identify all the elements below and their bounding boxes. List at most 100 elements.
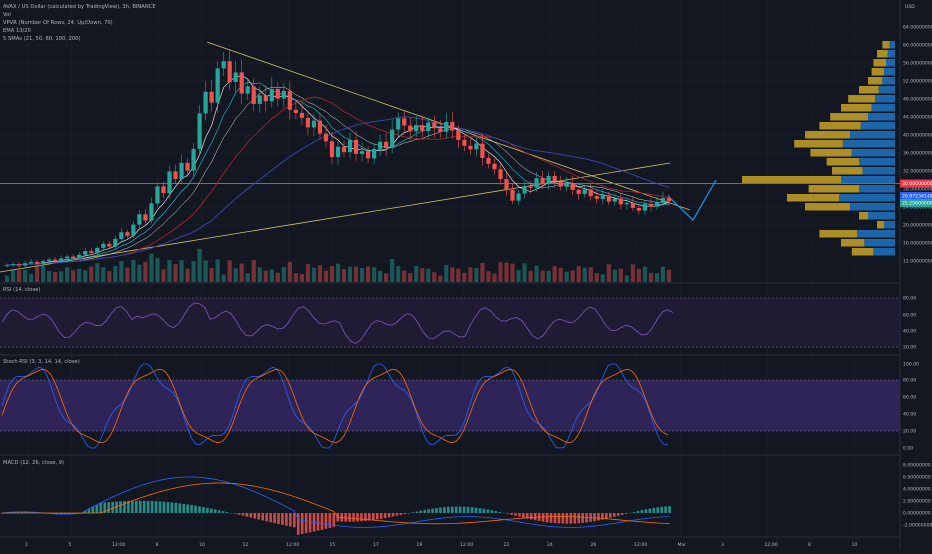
price-axis[interactable]: 64.00000000 60.00000000 56.00000000 52.0000… xyxy=(903,25,932,265)
macd-histogram-bar xyxy=(577,513,580,524)
pane-tick: 80.00 xyxy=(903,296,916,302)
volume-bar xyxy=(540,270,545,282)
time-tick: 24 xyxy=(547,542,553,548)
macd-histogram-bar xyxy=(162,501,166,513)
macd-histogram-bar xyxy=(99,502,103,513)
time-tick: 12 xyxy=(243,542,249,548)
candle-body xyxy=(444,121,449,132)
candle-body xyxy=(4,265,10,267)
rsi-title[interactable]: RSI (14, close) xyxy=(3,287,40,293)
macd-histogram-bar xyxy=(217,510,221,513)
vpvr-row-down xyxy=(805,131,850,139)
macd-histogram-bar xyxy=(636,510,640,513)
indicator-vol[interactable]: Vol xyxy=(3,12,11,18)
macd-histogram-bar xyxy=(198,506,201,513)
vpvr-row-up xyxy=(868,212,895,220)
vpvr-row-down xyxy=(841,239,865,247)
macd-histogram-bar xyxy=(364,513,367,521)
macd-histogram-bar xyxy=(411,512,415,513)
macd-histogram-bar xyxy=(285,513,288,526)
candle-body xyxy=(534,178,539,188)
candle-body xyxy=(660,198,666,203)
symbol-title: AVAX / US Dollar (calculated by TradingV… xyxy=(3,4,156,10)
macd-histogram-bar xyxy=(233,513,237,514)
candle-body xyxy=(119,232,124,239)
macd-histogram-bar xyxy=(12,512,16,513)
candle-body xyxy=(101,243,106,248)
macd-histogram-bar xyxy=(324,513,328,529)
macd-histogram-bar xyxy=(616,513,620,516)
volume-bar xyxy=(390,259,395,282)
volume-bar xyxy=(636,268,642,282)
candle-body xyxy=(372,148,377,159)
stoch-band xyxy=(0,380,900,431)
price-tick: 12.00000000 xyxy=(903,259,932,265)
macd-histogram-bar xyxy=(115,501,118,513)
macd-histogram-bar xyxy=(415,511,419,513)
macd-histogram-bar xyxy=(182,503,185,513)
candle-body xyxy=(438,128,443,132)
macd-histogram-bar xyxy=(375,513,379,520)
candle-body xyxy=(305,117,311,128)
macd-histogram-bar xyxy=(443,507,446,513)
volume-bar xyxy=(576,265,581,282)
vpvr-row-up xyxy=(850,131,895,139)
volume-bar xyxy=(131,260,136,282)
candle-body xyxy=(269,89,274,102)
macd-title[interactable]: MACD (12, 26, close, 9) xyxy=(3,460,64,466)
candle-body xyxy=(606,195,611,202)
vpvr-row-up xyxy=(875,95,895,103)
candle-body xyxy=(311,120,317,128)
volume-bar xyxy=(143,262,148,282)
candle-body xyxy=(516,193,521,201)
candle-body xyxy=(95,247,100,253)
volume-bar xyxy=(227,260,232,282)
grid-lines xyxy=(0,0,900,537)
indicator-ema[interactable]: EMA 13/20 xyxy=(3,28,31,34)
vpvr-row-down xyxy=(819,122,861,130)
vpvr-row-up xyxy=(868,113,895,121)
macd-histogram-bar xyxy=(289,513,292,527)
stoch-title[interactable]: Stoch RSI (3, 3, 14, 14, close) xyxy=(3,359,80,365)
candle-body xyxy=(558,181,563,187)
macd-histogram-bar xyxy=(174,502,178,513)
time-tick: 12:00 xyxy=(460,542,473,548)
time-axis[interactable]: 1 5 12:00 8 10 12 12:00 15 17 19 12:00 22 24 26 12:00 M… xyxy=(25,542,857,548)
macd-histogram-bar xyxy=(565,513,569,524)
macd-histogram-bar xyxy=(316,513,320,531)
macd-histogram-bar xyxy=(557,513,561,524)
pane-tick: 6.00000000 xyxy=(903,475,931,481)
volume-bar xyxy=(179,260,184,282)
macd-histogram-bar xyxy=(95,504,99,513)
candle-body xyxy=(666,198,672,202)
pane-tick: 20.00 xyxy=(903,345,916,351)
macd-histogram-bar xyxy=(419,510,422,513)
candle-body xyxy=(341,146,347,153)
volume-bar xyxy=(588,267,593,282)
volume-bar xyxy=(666,269,672,282)
indicator-vpvr[interactable]: VPVR (Number Of Rows, 24, Up/Down, 70) xyxy=(3,20,113,26)
price-tick: 64.00000000 xyxy=(903,25,932,31)
volume-bar xyxy=(426,268,431,282)
rsi-band xyxy=(0,298,900,347)
volume-bar xyxy=(504,262,509,282)
volume-bar xyxy=(101,267,106,282)
volume-bar xyxy=(341,269,347,282)
projection-path[interactable] xyxy=(667,179,717,221)
vpvr-row-up xyxy=(889,41,895,49)
macd-histogram-bar xyxy=(158,501,162,513)
volume-bar xyxy=(197,248,202,282)
macd-histogram-bar xyxy=(439,507,442,513)
candle-body xyxy=(624,202,629,205)
candle-body xyxy=(221,61,226,69)
volume-bar xyxy=(317,265,323,282)
candle-body xyxy=(335,146,341,158)
candle-body xyxy=(197,113,202,149)
time-tick: 10 xyxy=(852,542,858,548)
pane-tick: 80.00 xyxy=(903,378,916,384)
volume-bar xyxy=(305,263,311,282)
indicator-smas[interactable]: 5 SMAs (21, 50, 80, 100, 200) xyxy=(3,36,80,42)
macd-histogram-bar xyxy=(490,510,494,513)
volume-bar xyxy=(65,267,70,282)
volume-bars xyxy=(4,248,672,282)
